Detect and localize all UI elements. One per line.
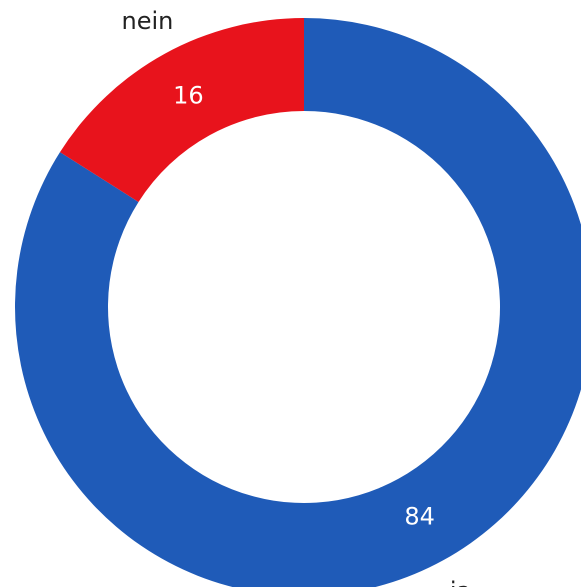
donut-slice	[15, 18, 581, 587]
category-label: nein	[122, 7, 174, 35]
value-label: 84	[404, 502, 435, 530]
category-label: ja	[449, 577, 471, 587]
value-label: 16	[173, 82, 204, 110]
donut-slice	[59, 18, 305, 202]
